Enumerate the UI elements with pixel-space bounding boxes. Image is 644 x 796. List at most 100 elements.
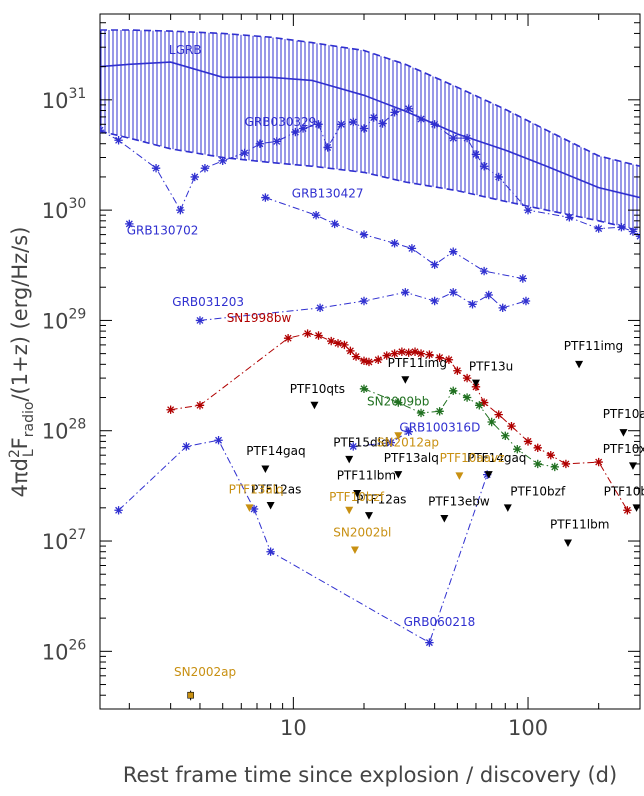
label-sn2009bb: SN2009bb	[367, 394, 429, 408]
upper-limit-ptf11lbm	[563, 539, 572, 547]
data-point-sn1998bw	[166, 405, 175, 414]
data-point-sn1998bw	[382, 351, 391, 360]
upper-limit-ptf10aavz	[455, 472, 464, 480]
y-axis-title: 4πd2LFradio/(1+z) (erg/Hz/s)	[7, 227, 37, 498]
series-line-grb031203	[199, 291, 527, 321]
data-point-sn2009bb	[487, 417, 496, 427]
y-tick-label: 1030	[42, 196, 87, 223]
data-point-grb031203	[430, 296, 439, 306]
upper-limit-ptf13ebw	[440, 515, 449, 523]
axes: 10 100 1026 1027 1028 1029 1030 1031	[42, 13, 641, 740]
data-point-sn1998bw	[404, 348, 413, 357]
data-point-sn1998bw	[561, 459, 571, 469]
label-ptf13alq: PTF13alq	[229, 482, 284, 496]
data-point-grb130427	[311, 210, 321, 220]
y-tick-label: 1031	[42, 86, 87, 113]
upper-limit-ptf13alq	[245, 504, 254, 512]
data-point-sn1998bw	[453, 366, 462, 375]
data-point-grb030329	[617, 223, 626, 232]
label-ptf10aavz: PTF10aavz	[603, 407, 644, 421]
data-point-sn1998bw	[359, 356, 369, 366]
data-point-grb030329	[462, 133, 472, 143]
label-ptf10qts: PTF10qts	[290, 382, 345, 396]
data-point-sn2009bb	[501, 431, 510, 440]
data-point-grb030329	[240, 148, 249, 158]
label-grb030329: GRB030329	[245, 115, 317, 129]
data-point-grb030329	[349, 117, 358, 127]
upper-limit-ptf11img	[401, 376, 410, 384]
data-point-grb060218	[114, 506, 123, 515]
lgrb-band-fill	[100, 30, 640, 231]
data-point-sn2009bb	[475, 401, 484, 410]
upper-limit-ptf11lbm	[353, 489, 362, 498]
y-tick-label: 1026	[42, 637, 87, 664]
upper-limit-sn2012ap	[394, 432, 403, 440]
data-point-grb030329	[272, 137, 281, 146]
data-point-sn1998bw	[444, 355, 454, 364]
data-point-grb130702	[125, 219, 134, 229]
data-point-sn1998bw	[374, 355, 383, 364]
label-sn2002bl: SN2002bl	[333, 526, 391, 540]
data-point-sn2002ap	[187, 691, 194, 699]
data-point-sn2009bb	[462, 393, 472, 402]
upper-limit-ptf10qts	[310, 401, 319, 410]
data-point-sn1998bw	[340, 340, 349, 350]
series-sn1998bw	[166, 329, 632, 515]
data-point-sn1998bw	[494, 410, 503, 419]
data-point-grb030329	[114, 136, 123, 145]
label-ptf10bzf: PTF10bzf	[604, 484, 644, 498]
data-point-sn1998bw	[533, 443, 542, 453]
series-grb100316d	[349, 427, 413, 451]
upper-limit-ptf10bzf	[503, 504, 512, 512]
data-point-sn2009bb	[449, 386, 458, 396]
label-lgrb: LGRB	[169, 43, 202, 57]
data-point-sn1998bw	[435, 353, 444, 362]
data-point-grb130427	[390, 239, 399, 248]
data-point-grb030329	[523, 205, 533, 215]
label-ptf11lbm: PTF11lbm	[550, 518, 609, 532]
data-point-grb030329	[176, 205, 185, 215]
upper-limit-ptf11img	[575, 360, 584, 369]
x-tick-label: 10	[280, 716, 307, 740]
plot-frame	[99, 13, 641, 710]
upper-limit-ptf13u	[471, 379, 480, 388]
data-point-sn2009bb	[513, 445, 522, 454]
data-point-grb060218	[214, 436, 223, 445]
label-ptf10bzf: PTF10bzf	[329, 490, 385, 504]
series-line-grb060218	[118, 439, 488, 644]
data-point-grb060218	[425, 638, 434, 647]
upper-limit-ptf15dld	[345, 455, 354, 464]
data-point-grb030329	[255, 139, 265, 148]
data-point-grb030329	[471, 150, 481, 159]
data-point-grb030329	[404, 104, 413, 113]
data-point-sn2009bb	[416, 408, 426, 418]
data-point-grb030329	[218, 156, 227, 166]
data-point-grb030329	[337, 120, 346, 129]
label-sn2002ap: SN2002ap	[174, 665, 236, 679]
data-point-grb030329	[565, 213, 574, 222]
data-point-grb031203	[195, 316, 205, 325]
data-point-grb100316d	[404, 427, 413, 436]
data-point-sn1998bw	[425, 350, 434, 359]
lgrb-band	[100, 29, 640, 232]
data-point-sn1998bw	[346, 346, 355, 356]
label-ptf14gaq: PTF14gaq	[467, 451, 526, 465]
label-sn2012ap: SN2012ap	[377, 436, 439, 450]
upper-limit-ptf12as	[364, 512, 373, 520]
series-grb130702	[125, 219, 134, 229]
data-point-grb031203	[521, 296, 531, 306]
data-point-grb130427	[518, 274, 528, 283]
data-point-sn1998bw	[390, 349, 399, 358]
label-ptf14gaq: PTF14gaq	[246, 444, 305, 458]
data-point-grb030329	[479, 162, 489, 171]
label-ptf11lbm: PTF11lbm	[337, 469, 396, 483]
data-point-grb031203	[498, 303, 507, 313]
data-point-grb030329	[323, 143, 332, 152]
series-line-grb130427	[265, 197, 523, 279]
upper-limit-ptf10aavz	[619, 429, 628, 437]
data-series	[100, 104, 640, 647]
data-point-grb030329	[151, 163, 161, 173]
data-point-grb031203	[468, 300, 477, 309]
data-point-sn2009bb	[394, 398, 403, 407]
data-point-sn1998bw	[416, 349, 426, 358]
